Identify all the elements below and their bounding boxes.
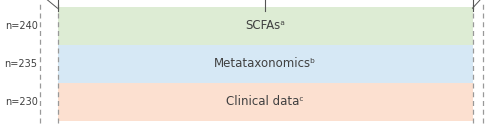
Text: n=230: n=230 (4, 97, 38, 107)
Text: n=235: n=235 (4, 59, 38, 69)
Text: Metataxonomicsᵇ: Metataxonomicsᵇ (214, 57, 316, 70)
Text: Clinical dataᶜ: Clinical dataᶜ (226, 95, 304, 108)
Bar (58, 45, 472, 83)
Text: n=240: n=240 (4, 21, 38, 31)
Bar (58, 83, 472, 121)
Bar (58, 7, 472, 45)
Text: SCFAsᵃ: SCFAsᵃ (245, 19, 285, 32)
